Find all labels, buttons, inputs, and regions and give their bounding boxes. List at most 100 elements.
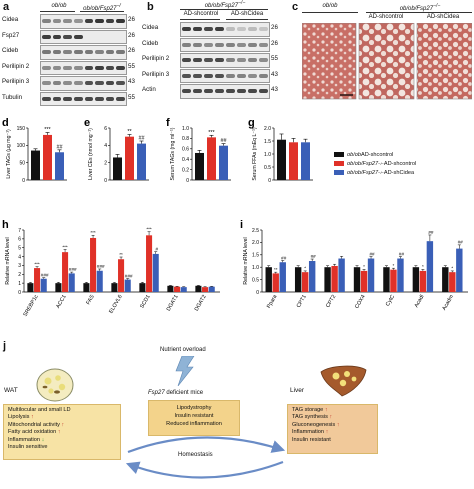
blot-row-label: Cideb [2,47,19,54]
phenotype-text: Fatty acid oxidation [8,429,57,436]
blot-band [42,96,51,101]
liver-label: Liver [290,387,305,394]
blot-kda-label: 55 [128,93,135,101]
y-tick-label: 0.8 [182,136,189,142]
y-axis-label: Serum TAGs (mg ml⁻¹) [170,127,176,180]
homeostasis-label: Homeostasis [178,452,213,458]
y-tick-label: 2.0 [252,240,259,246]
arrow-up-icon: ↑ [59,421,65,428]
adipocyte-icon [36,368,74,402]
blot-band [95,50,104,55]
y-tick-label: 6 [18,237,21,243]
blot-band [193,89,202,94]
x-tick-label: ACC1 [55,294,67,309]
blot-kda-label: 55 [271,55,278,62]
bar [308,261,316,292]
significance-mark: *** [208,130,215,136]
x-tick-label: Ppara [266,294,278,309]
blot-band [248,89,257,94]
blot-band [237,73,246,78]
panel-letter-a: a [3,1,10,13]
significance-mark: ## [428,230,434,235]
bar [442,267,449,292]
y-tick-label: 0 [256,290,259,296]
histology-sub-left: AD-shcontrol [368,14,404,20]
y-tick-label: 5 [18,246,21,252]
bar [125,136,134,180]
histology-underline-right [366,12,472,13]
bar [331,265,338,292]
blot-band [193,27,202,32]
blot-band [215,27,224,32]
blot-band [204,58,213,63]
significance-mark: *** [146,227,152,232]
blot-band [52,19,62,24]
y-axis-label: Relative mRNA level [5,237,11,284]
blot-band [259,27,268,32]
blot-band [105,81,115,86]
arrow-up-icon: ↑ [29,414,34,421]
blot-band [42,34,51,39]
significance-mark: ### [41,272,49,277]
blot-kda-label: 43 [271,86,278,93]
arrow-up-icon: ↑ [327,414,333,421]
blot-row-label: Perilipin 2 [142,55,170,62]
blot-band [52,65,62,70]
blot-kda-label: 26 [128,47,135,54]
panel-letter-b: b [147,1,154,13]
bar [113,157,122,180]
western-a-underline-left [40,11,75,12]
blot-band [204,42,213,47]
bar [34,268,41,292]
blot-band [73,50,83,55]
bar [301,142,310,180]
blot-kda-label: 26 [271,24,278,31]
bar [152,253,159,292]
blot-band [226,73,235,78]
wat-label: WAT [4,387,18,394]
significance-mark: * [422,264,424,269]
blot-band [73,81,83,86]
bar [419,270,427,292]
blot-band [215,89,224,94]
blot-band [42,19,51,24]
blot-band [116,96,125,101]
legend-treatment: AD-shCidea [383,169,415,176]
significance-mark: * [363,264,365,269]
panel-letter-i: i [240,220,243,231]
blot-band [237,42,246,47]
histology-image-obob [302,23,357,100]
y-tick-label: 150 [17,126,26,132]
blot-band [116,50,125,55]
blot-row-label: Cidea [2,16,19,23]
bar [272,273,279,292]
bar [139,283,146,292]
bar [174,286,181,292]
mice-title: Fsp27 deficient mice [148,390,204,396]
western-b-underline-top [180,9,268,10]
phenotype-text: Mitochondrial activity [8,421,60,428]
blot-band [259,73,268,78]
blot-band [73,34,83,39]
legend-treatment: AD-shcontrol [361,151,394,158]
wat-box: Multilocular and small LD Lipolysis ↑ Mito… [3,404,121,460]
x-tick-label: FAS [85,294,95,306]
blot-band [116,81,125,86]
x-tick-label: Acadm [441,294,455,312]
y-axis-label: Serum FFAs (mEq L⁻¹) [252,127,258,180]
blot-band [237,27,246,32]
y-axis-label: Liver CEs (nmol mg⁻¹) [88,128,94,180]
bar [301,272,309,292]
y-tick-label: 2.5 [252,228,259,234]
blot-band [52,34,62,39]
phenotype-line: Multilocular and small LD [8,407,116,414]
phenotype-text: Insulin sensitive [8,444,48,451]
blot-row-label: Cidea [142,24,159,31]
significance-mark: ## [56,144,63,150]
phenotype-text: TAG storage [292,407,324,413]
y-tick-label: 2 [18,272,21,278]
